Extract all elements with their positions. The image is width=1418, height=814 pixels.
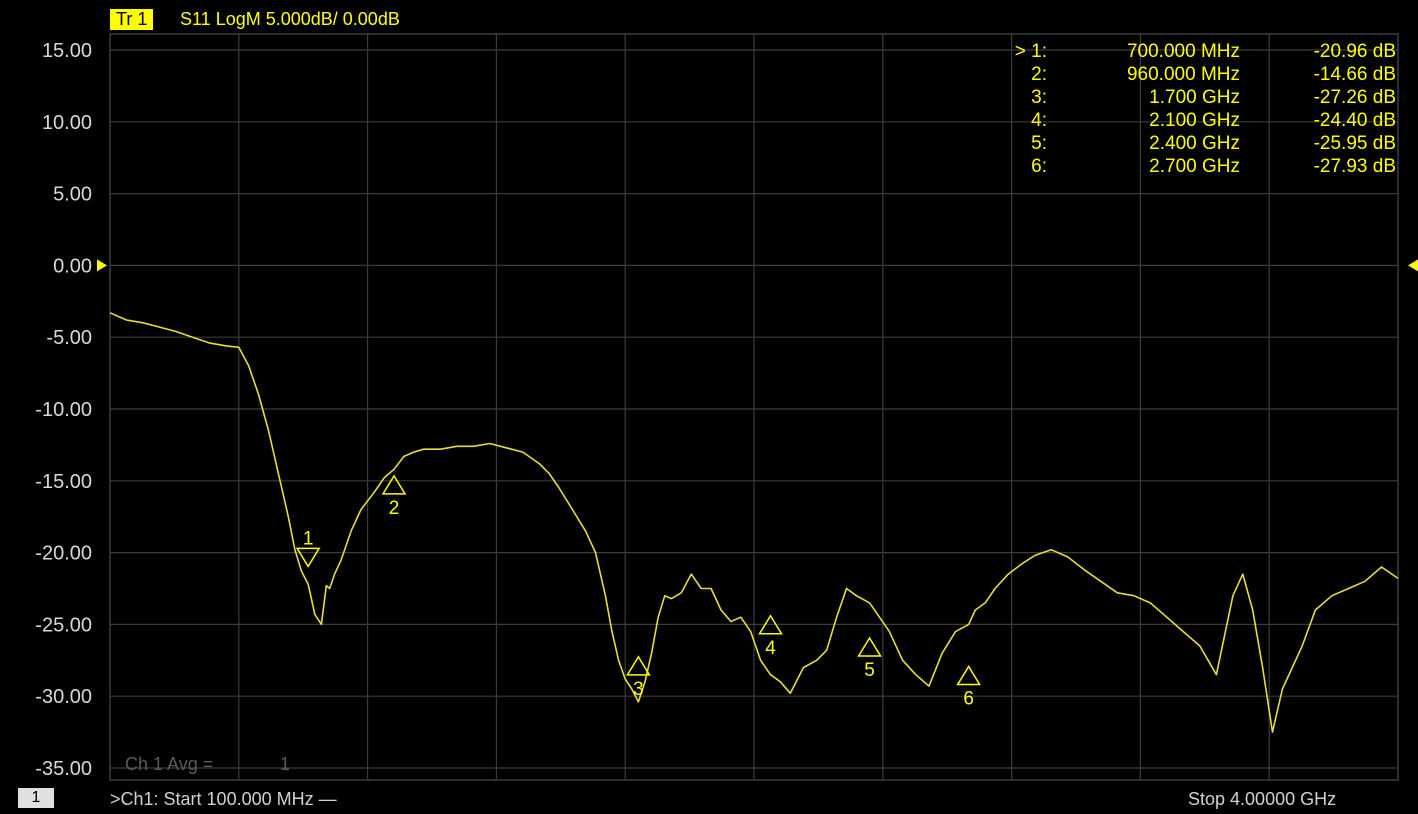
y-tick-label: -35.00 [35,758,92,780]
marker-label: 2 [389,498,400,519]
marker-triangle [295,547,321,568]
marker-2: 2 [381,474,407,519]
marker-row-id: 4: [1031,110,1047,131]
y-tick-label: 0.00 [53,255,92,277]
marker-row-frequency: 1.700 GHz [1149,87,1240,108]
marker-row-value: -24.40 dB [1314,110,1396,131]
marker-row-frequency: 960.000 MHz [1127,64,1240,85]
marker-table: > 1: 700.000 MHz -20.96 dB 2: 960.000 MHz -14… [1015,41,1396,177]
marker-row-frequency: 2.100 GHz [1149,110,1240,131]
start-frequency-label[interactable]: >Ch1: Start 100.000 MHz — [110,789,337,809]
y-tick-label: -10.00 [35,399,92,421]
marker-triangle [626,655,651,676]
marker-label: 3 [633,679,644,700]
marker-row-value: -25.95 dB [1314,133,1396,154]
y-tick-label: -30.00 [35,686,92,708]
y-tick-labels: 15.00 10.00 5.00 0.00 -5.00 -10.00 -15.00 -20.0… [35,40,92,780]
marker-3: 3 [626,655,651,700]
marker-triangle [381,474,407,495]
y-tick-label: -15.00 [35,471,92,493]
reference-markers [97,259,1418,272]
marker-row-frequency: 2.400 GHz [1149,133,1240,154]
marker-row-value: -27.93 dB [1314,156,1396,177]
reference-level-arrow-left [97,259,107,272]
averaging-value: 1 [280,754,291,774]
marker-label: 5 [864,660,875,681]
marker-row-frequency: 700.000 MHz [1127,41,1240,62]
trace-line [109,312,1399,733]
marker-5: 5 [857,636,882,681]
marker-4: 4 [758,614,783,659]
reference-level-arrow-right [1408,259,1418,272]
channel-number-box[interactable]: 1 [18,788,54,808]
trace-layer [109,312,1399,733]
averaging-label: Ch 1 Avg = [125,754,214,774]
trace-description[interactable]: S11 LogM 5.000dB/ 0.00dB [180,9,400,29]
plot-grid [109,33,1399,781]
y-tick-label: 5.00 [53,184,92,206]
marker-triangle [758,614,783,635]
marker-table-row: 2: 960.000 MHz -14.66 dB [1031,64,1396,85]
marker-label: 6 [963,688,974,709]
marker-label: 4 [765,638,776,659]
marker-table-row: 4: 2.100 GHz -24.40 dB [1031,110,1396,131]
marker-6: 6 [956,665,982,709]
marker-1: 1 [295,528,321,568]
y-tick-label: -20.00 [35,543,92,565]
trace-tag[interactable]: Tr 1 [110,9,154,30]
marker-row-id: 3: [1031,87,1047,108]
marker-triangle [956,665,982,686]
marker-table-row: 3: 1.700 GHz -27.26 dB [1031,87,1396,108]
y-tick-label: -5.00 [46,327,92,349]
marker-row-id: 2: [1031,64,1047,85]
stop-frequency-label[interactable]: Stop 4.00000 GHz [1188,789,1337,809]
marker-row-frequency: 2.700 GHz [1149,156,1240,177]
y-tick-label: 15.00 [42,40,92,62]
marker-row-value: -14.66 dB [1314,64,1396,85]
marker-row-value: -27.26 dB [1314,87,1396,108]
y-tick-label: -25.00 [35,614,92,636]
marker-table-row: > 1: 700.000 MHz -20.96 dB [1015,41,1396,62]
marker-triangle [857,636,882,657]
marker-row-id: 5: [1031,133,1047,154]
marker-row-id: 6: [1031,156,1047,177]
y-tick-label: 10.00 [42,112,92,134]
marker-row-value: -20.96 dB [1314,41,1396,62]
marker-layer: 1 2 3 4 5 6 [295,474,982,709]
marker-table-row: 6: 2.700 GHz -27.93 dB [1031,156,1396,177]
marker-row-id: > 1: [1015,41,1047,62]
marker-table-row: 5: 2.400 GHz -25.95 dB [1031,133,1396,154]
marker-label: 1 [303,528,314,549]
